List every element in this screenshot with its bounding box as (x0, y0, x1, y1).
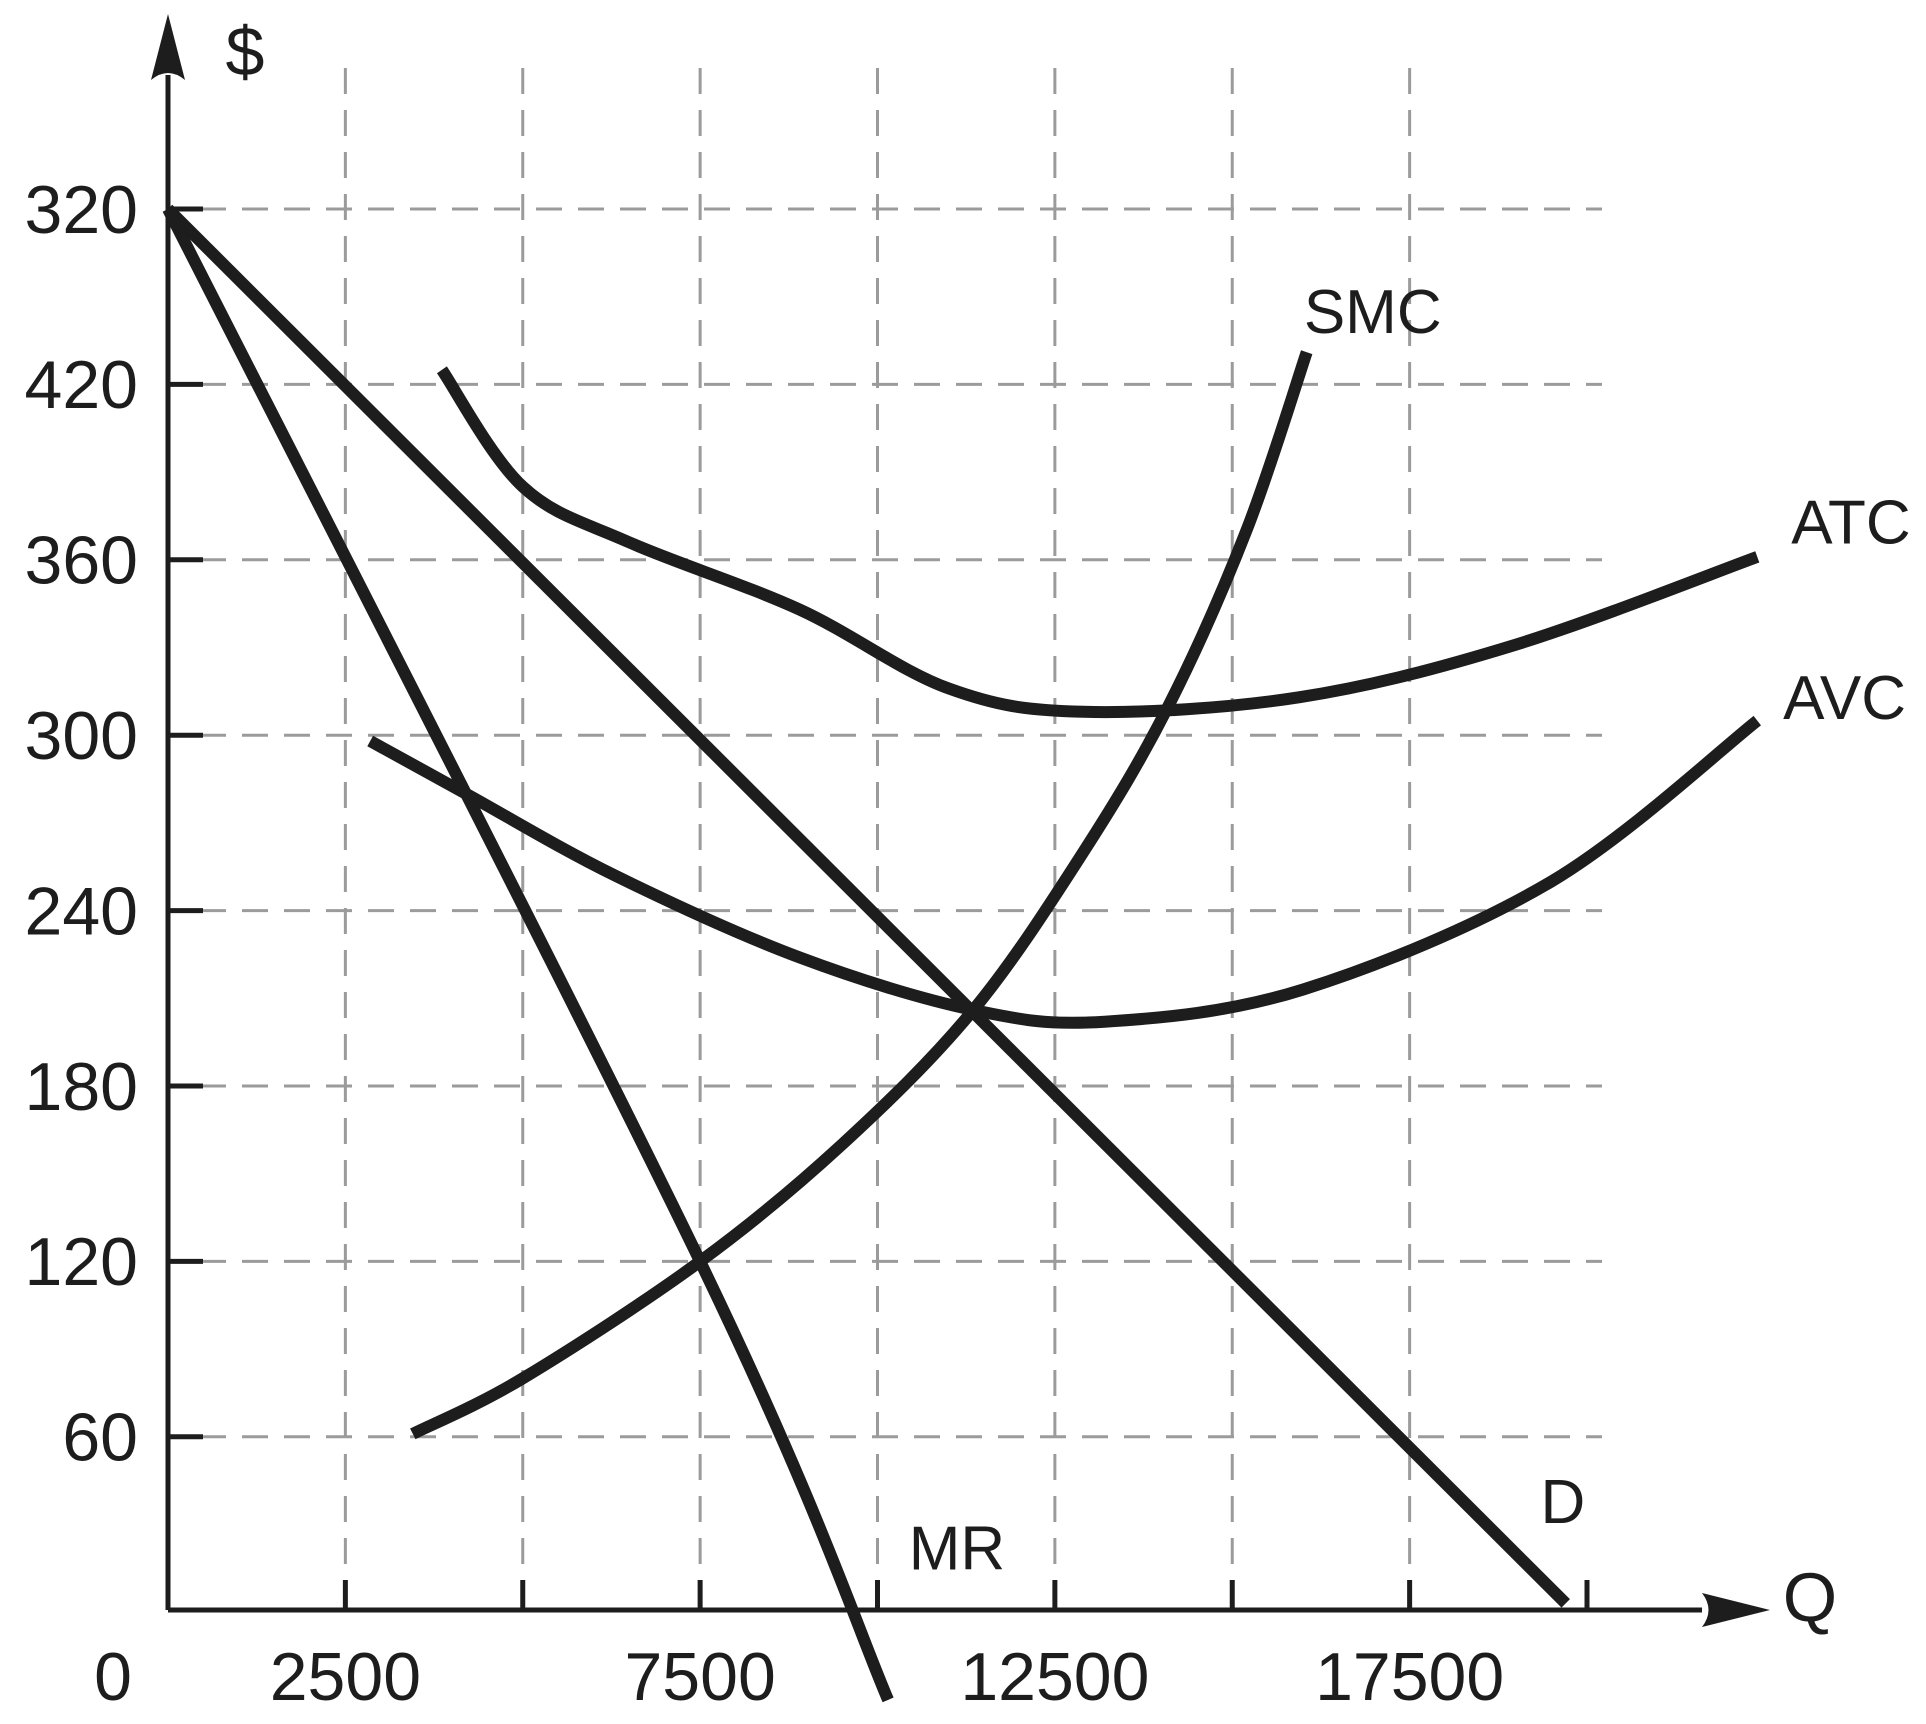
curve-label-smc: SMC (1304, 278, 1442, 347)
x-tick-label-17500: 17500 (1315, 1639, 1504, 1715)
gridlines (200, 68, 1602, 1610)
y-axis-arrowhead-icon (151, 14, 185, 80)
x-origin-label: 0 (94, 1639, 132, 1715)
y-tick-label-240: 240 (25, 873, 138, 949)
tick-labels: 320 420 360 300 240 180 120 60 2500 7500 12500 1750… (25, 172, 1505, 1715)
x-tick-label-2500: 2500 (270, 1639, 421, 1715)
axes (151, 14, 1770, 1627)
x-tick-label-12500: 12500 (960, 1639, 1149, 1715)
y-tick-label-420: 420 (25, 347, 138, 423)
curve-avc (367, 715, 1761, 1029)
y-tick-label-320: 320 (25, 172, 138, 248)
y-tick-label-60: 60 (62, 1400, 138, 1476)
curve-label-avc: AVC (1783, 664, 1906, 733)
x-axis-title: Q (1783, 1559, 1837, 1637)
curve-mr (162, 206, 894, 1703)
axis-ticks (168, 206, 1590, 1610)
y-tick-label-120: 120 (25, 1224, 138, 1300)
curve-labels: SMC ATC AVC D MR (909, 278, 1911, 1584)
x-axis-arrowhead-icon (1702, 1593, 1770, 1627)
y-tick-label-300: 300 (25, 698, 138, 774)
curve-d (163, 204, 1570, 1608)
x-tick-label-7500: 7500 (624, 1639, 775, 1715)
curves (162, 204, 1761, 1703)
curve-label-mr: MR (909, 1515, 1005, 1584)
y-axis-title: $ (226, 13, 265, 91)
y-tick-label-360: 360 (25, 523, 138, 599)
curve-atc (436, 366, 1760, 719)
curve-label-d: D (1540, 1468, 1585, 1537)
y-tick-label-180: 180 (25, 1049, 138, 1125)
curve-label-atc: ATC (1791, 488, 1910, 557)
